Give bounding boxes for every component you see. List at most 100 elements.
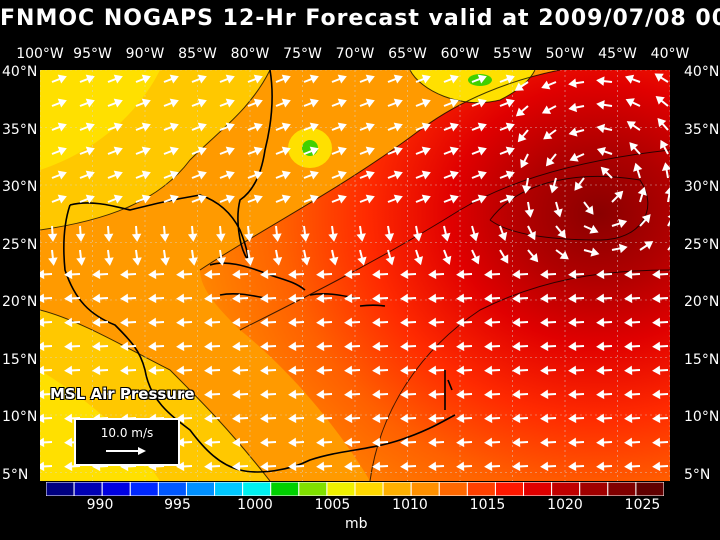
latitude-label-right: 25°N [684, 236, 720, 253]
wind-vector-head [197, 98, 207, 108]
variable-label: MSL Air Pressure [50, 385, 195, 403]
wind-vector-head [421, 170, 431, 180]
wind-vector-head [288, 341, 297, 352]
wind-vector-head [337, 194, 347, 204]
wind-vector-head [148, 341, 157, 352]
wind-vector-head [372, 317, 381, 328]
wind-vector-head [253, 122, 263, 132]
wind-vector-head [512, 413, 521, 424]
wind-vector-head [568, 78, 577, 88]
wind-vector-head [372, 461, 381, 472]
wind-vector-head [512, 461, 521, 472]
wind-vector-head [225, 194, 235, 204]
wind-vector-head [225, 146, 235, 156]
wind-vector-head [568, 127, 578, 137]
wind-vector-head [85, 122, 95, 132]
wind-vector-head [316, 461, 325, 472]
wind-vector-head [120, 269, 129, 280]
pressure-colorbar [46, 482, 664, 496]
wind-vector-head [344, 437, 353, 448]
wind-vector-head [204, 461, 213, 472]
wind-vector-head [64, 461, 73, 472]
wind-vector-head [260, 293, 269, 304]
wind-vector-head [169, 170, 179, 180]
wind-vector-head [113, 122, 123, 132]
wind-vector-head [596, 76, 605, 86]
wind-vector-head [652, 389, 661, 400]
wind-vector-head [568, 269, 577, 280]
wind-vector-head [568, 102, 578, 113]
wind-vector-head [328, 233, 338, 242]
longitude-label: 100°W [16, 46, 64, 62]
wind-vector-head [47, 233, 58, 242]
latitude-label-left: 15°N [2, 351, 38, 368]
wind-vector-head [484, 317, 493, 328]
latitude-label-left: 30°N [2, 179, 38, 195]
wind-vector-head [344, 269, 353, 280]
wind-vector-head [272, 233, 282, 242]
reference-arrow-icon [106, 447, 146, 455]
wind-vector-head [541, 80, 551, 90]
reference-vector-box: 10.0 m/s [74, 418, 180, 466]
wind-vector [667, 220, 670, 227]
wind-vector-head [85, 170, 95, 180]
longitude-label: 90°W [125, 46, 165, 62]
wind-vector-head [655, 95, 665, 105]
longitude-label: 70°W [335, 46, 375, 62]
wind-vector-head [484, 341, 493, 352]
wind-vector-head [253, 194, 263, 204]
wind-vector-head [568, 365, 577, 376]
colorbar-swatch [270, 482, 300, 496]
wind-vector-head [477, 74, 487, 84]
pressure-wind-map [40, 70, 670, 481]
wind-vector-head [644, 241, 654, 250]
wind-vector-head [498, 231, 508, 242]
wind-vector-head [596, 269, 605, 280]
wind-vector-head [413, 256, 424, 266]
latitude-label-right: 30°N [684, 179, 720, 195]
wind-vector-head [512, 269, 521, 280]
latitude-label-right: 15°N [684, 351, 720, 368]
wind-vector-head [316, 389, 325, 400]
wind-vector-head [524, 209, 535, 218]
wind-vector-head [540, 341, 549, 352]
wind-vector-head [120, 389, 129, 400]
wind-vector-head [57, 146, 67, 156]
wind-vector-head [652, 293, 661, 304]
wind-vector-head [477, 122, 487, 132]
wind-vector-head [393, 122, 403, 132]
wind-vector-head [469, 232, 479, 242]
wind-vector-head [75, 233, 86, 242]
wind-vector-head [568, 461, 577, 472]
wind-vector-head [477, 98, 487, 108]
colorbar-swatch [185, 482, 216, 496]
wind-vector-head [260, 437, 269, 448]
wind-vector-head [176, 389, 185, 400]
wind-vector-head [549, 184, 559, 194]
wind-vector-head [557, 229, 567, 239]
wind-vector-head [260, 413, 269, 424]
wind-vector-head [553, 208, 563, 218]
wind-vector-head [372, 269, 381, 280]
wind-vector-head [76, 257, 86, 266]
wind-vector-head [92, 269, 101, 280]
wind-vector-head [120, 365, 129, 376]
wind-vector-head [624, 389, 633, 400]
wind-vector-head [225, 98, 235, 108]
wind-vector-head [428, 341, 437, 352]
colorbar-tick-label: 995 [164, 497, 191, 513]
wind-vector-head [169, 146, 179, 156]
wind-vector-head [456, 269, 465, 280]
wind-vector-head [260, 365, 269, 376]
wind-vector-head [596, 317, 605, 328]
latitude-label-left: 40°N [2, 64, 38, 80]
wind-vector-head [104, 257, 114, 266]
wind-vector-head [288, 413, 297, 424]
wind-vector-head [253, 170, 263, 180]
wind-vector-head [660, 139, 669, 150]
wind-vector-head [40, 341, 45, 352]
wind-vector-head [309, 194, 319, 204]
wind-vector-head [309, 122, 319, 132]
wind-vector-head [316, 413, 325, 424]
wind-vector-head [120, 293, 129, 304]
